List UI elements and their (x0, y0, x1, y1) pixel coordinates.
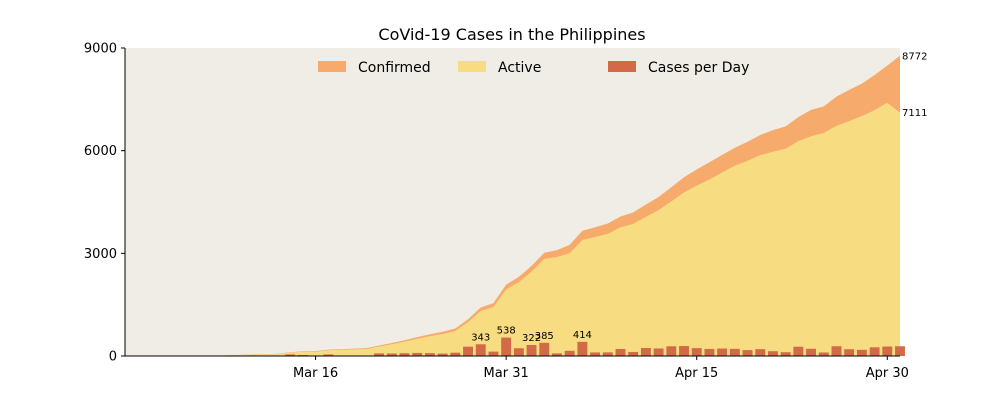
bar-cases-per-day (374, 353, 385, 356)
bar-cases-per-day (856, 349, 867, 356)
x-tick-label: Apr 15 (675, 366, 718, 381)
legend-swatch (458, 61, 486, 72)
bar-cases-per-day (628, 351, 639, 356)
bar-cases-per-day (590, 352, 601, 356)
bar-cases-per-day (729, 348, 740, 356)
y-tick-label: 6000 (84, 144, 117, 159)
y-tick-label: 3000 (84, 247, 117, 262)
bar-cases-per-day (475, 344, 486, 356)
bar-cases-per-day (666, 346, 677, 356)
y-tick-label: 9000 (84, 42, 117, 57)
end-labels: 8772 7111 (902, 51, 927, 119)
bar-cases-per-day (768, 351, 778, 356)
end-label-active: 7111 (902, 108, 927, 119)
bar-cases-per-day (742, 350, 753, 356)
bar-data-label: 385 (535, 331, 554, 342)
bar-cases-per-day (539, 342, 550, 356)
axes: 0 3000 6000 9000 Mar 16 Mar 31 Apr 15 Apr 30 (84, 42, 909, 382)
area-active (125, 102, 900, 356)
bar-cases-per-day (577, 341, 588, 356)
bar-cases-per-day (602, 352, 613, 356)
bar-cases-per-day (501, 337, 512, 356)
bar-data-label: 343 (471, 332, 490, 343)
bar-cases-per-day (564, 350, 575, 356)
bar-cases-per-day (323, 354, 334, 356)
bar-cases-per-day (691, 348, 702, 356)
bar-cases-per-day (412, 352, 423, 356)
legend-label: Active (498, 60, 541, 76)
bar-cases-per-day (793, 346, 804, 356)
bar-layer (183, 337, 905, 356)
bar-cases-per-day (869, 347, 880, 356)
bar-cases-per-day (513, 348, 524, 356)
bar-cases-per-day (717, 348, 728, 356)
bar-cases-per-day (882, 346, 893, 356)
legend-swatch (608, 61, 636, 72)
bar-cases-per-day (653, 348, 664, 356)
x-tick-label: Mar 16 (293, 366, 338, 381)
bar-cases-per-day (424, 353, 435, 356)
bar-cases-per-day (463, 346, 473, 356)
bar-cases-per-day (640, 348, 651, 356)
legend-label: Confirmed (358, 60, 431, 76)
bar-cases-per-day (386, 353, 397, 356)
bar-cases-per-day (488, 351, 499, 356)
end-label-confirmed: 8772 (902, 51, 927, 62)
bar-cases-per-day (844, 349, 855, 356)
y-tick-label: 0 (109, 350, 117, 365)
bar-cases-per-day (780, 352, 791, 356)
bar-data-label: 538 (497, 326, 516, 337)
legend-swatch (318, 61, 346, 72)
legend: Confirmed Active Cases per Day (318, 60, 749, 76)
bar-cases-per-day (818, 352, 829, 356)
bar-cases-per-day (450, 352, 461, 356)
bar-cases-per-day (399, 353, 410, 356)
bar-cases-per-day (679, 346, 689, 356)
x-tick-label: Apr 30 (866, 366, 909, 381)
bar-cases-per-day (704, 348, 715, 356)
bar-cases-per-day (285, 354, 296, 356)
bar-cases-per-day (437, 353, 448, 356)
bar-cases-per-day (895, 346, 905, 356)
legend-label: Cases per Day (648, 60, 749, 76)
bar-data-label: 322 (522, 333, 541, 344)
chart-title: CoVid-19 Cases in the Philippines (378, 25, 645, 44)
bar-cases-per-day (615, 348, 626, 356)
bar-data-label: 414 (573, 330, 592, 341)
bar-cases-per-day (755, 349, 766, 356)
x-tick-label: Mar 31 (484, 366, 529, 381)
bar-cases-per-day (831, 346, 842, 356)
bar-cases-per-day (526, 344, 537, 356)
bar-cases-per-day (552, 353, 562, 356)
area-layer (125, 55, 900, 357)
bar-cases-per-day (806, 348, 817, 356)
